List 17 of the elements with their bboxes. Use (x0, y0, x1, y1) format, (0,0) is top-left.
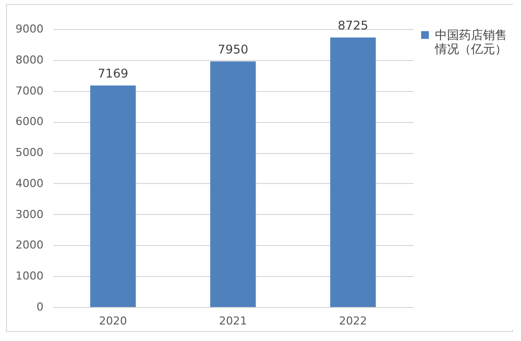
y-tick-label: 5000 (16, 146, 44, 160)
y-tick-label: 7000 (16, 84, 44, 98)
x-tick-label: 2021 (219, 314, 247, 328)
data-label: 7169 (98, 66, 128, 81)
x-tick-label: 2020 (99, 314, 127, 328)
y-tick-label: 8000 (16, 53, 44, 66)
data-label: 8725 (338, 18, 368, 32)
y-tick-label: 2000 (16, 238, 44, 252)
y-tick-label: 1000 (16, 270, 44, 283)
data-label: 7950 (218, 42, 248, 56)
y-tick-label: 9000 (16, 22, 44, 36)
y-tick-label: 6000 (16, 115, 44, 128)
legend-label: 中国药店销售情况（亿元） (434, 28, 507, 56)
y-tick-label: 3000 (16, 208, 44, 221)
y-tick-label: 0 (36, 300, 44, 314)
x-tick-label: 2022 (339, 314, 367, 328)
y-tick-label: 4000 (16, 176, 44, 190)
